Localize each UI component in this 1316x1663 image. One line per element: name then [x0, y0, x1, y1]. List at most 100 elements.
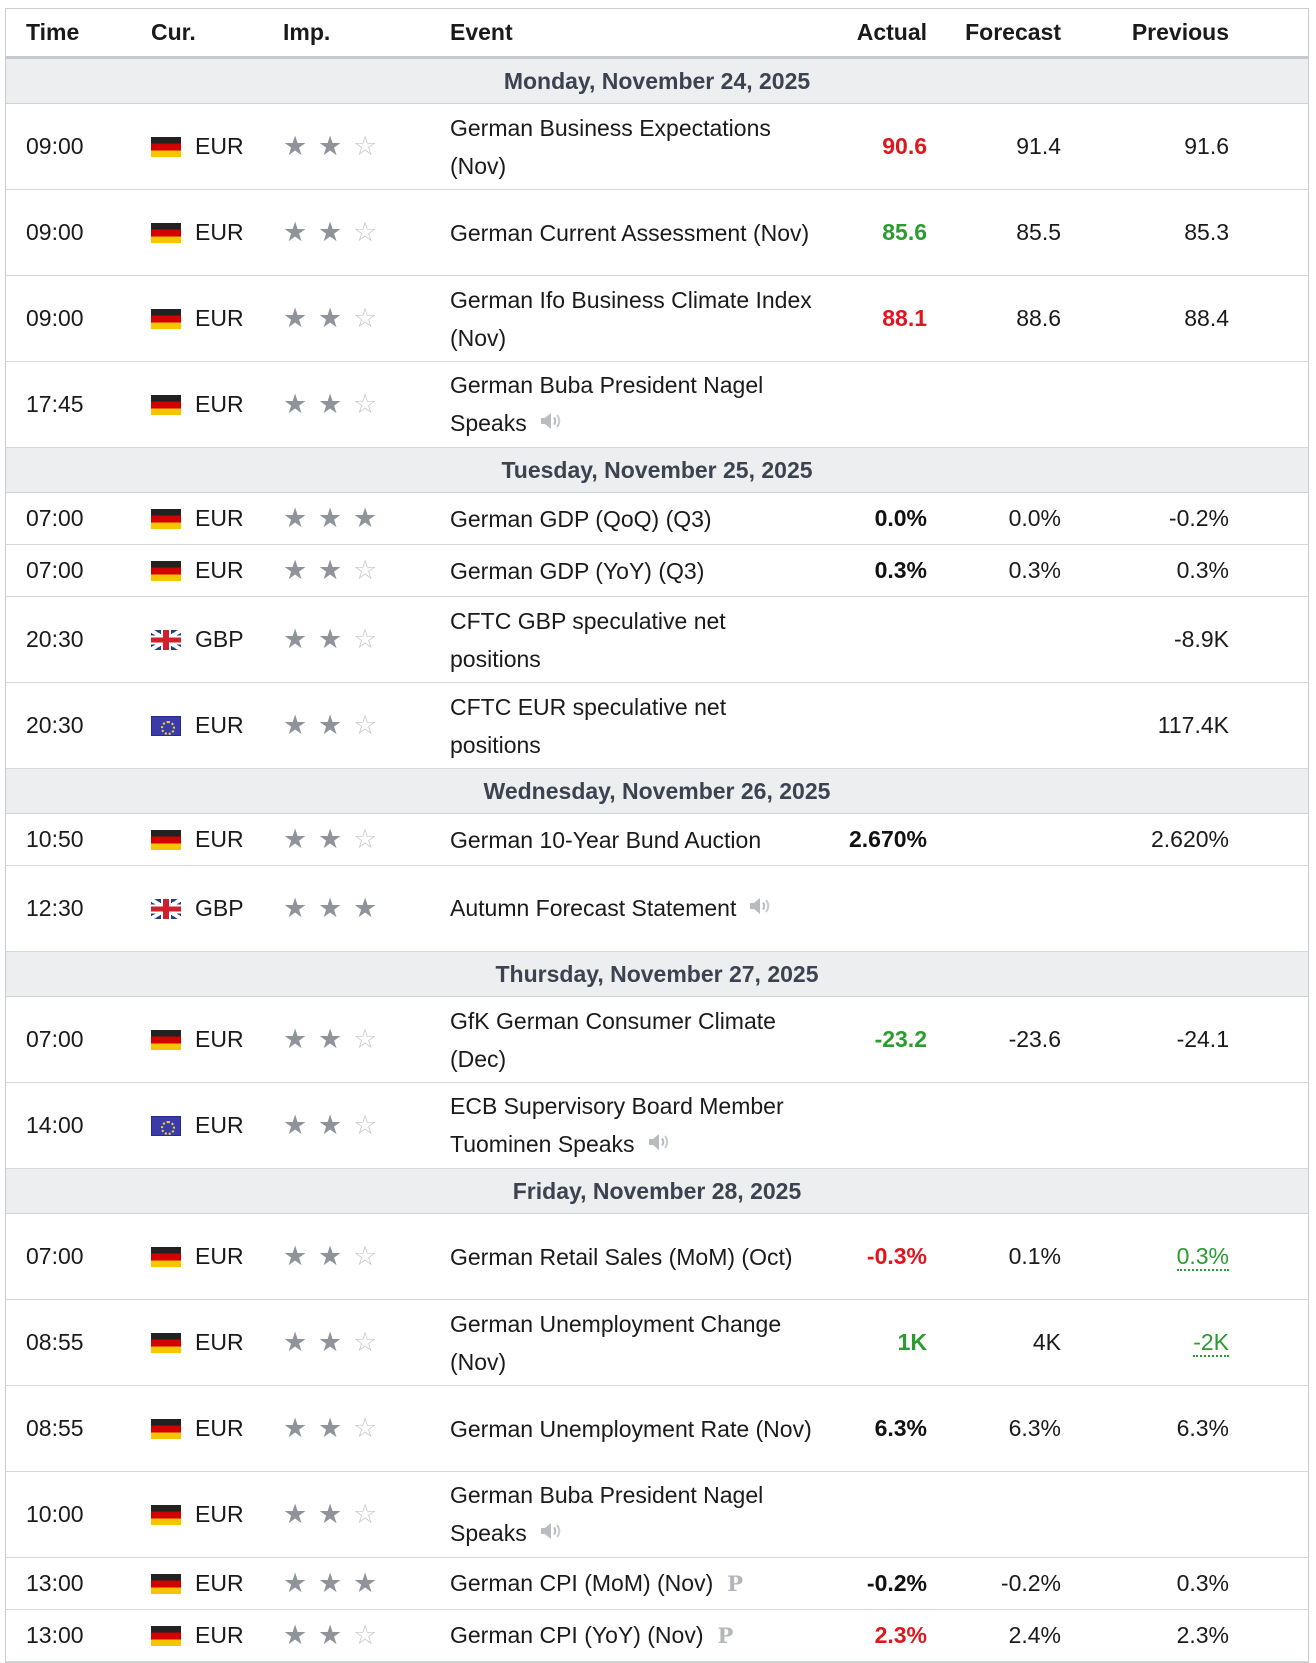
- flag-de-icon: [151, 1625, 181, 1646]
- event-name[interactable]: German CPI (MoM) (Nov): [450, 1570, 714, 1596]
- table-row[interactable]: 07:00 EUR ★ ★ ☆ GfK German Consumer Climate (…: [6, 997, 1308, 1083]
- flag-eu-icon: [151, 715, 181, 736]
- table-row[interactable]: 17:45 EUR ★ ★ ☆ German Buba President Nagel S…: [6, 362, 1308, 448]
- star-filled-icon: ★: [318, 303, 343, 333]
- star-empty-icon: ☆: [353, 1110, 378, 1140]
- table-row[interactable]: 09:00 EUR ★ ★ ☆ German Business Expectations …: [6, 104, 1308, 190]
- col-header-currency[interactable]: Cur.: [151, 19, 196, 45]
- star-filled-icon: ★: [318, 1568, 343, 1598]
- star-empty-icon: ☆: [353, 1024, 378, 1054]
- event-name[interactable]: CFTC EUR speculative net positions: [450, 693, 727, 758]
- table-row[interactable]: 14:00 EUR ★ ★ ☆ ECB Supervisory Board Member …: [6, 1083, 1308, 1169]
- table-row[interactable]: 08:55 EUR ★ ★ ☆ German Unemployment Rate (Nov…: [6, 1386, 1308, 1472]
- event-time: 12:30: [26, 895, 84, 921]
- event-previous: 0.3%: [1061, 1243, 1229, 1271]
- currency-code: EUR: [195, 1570, 244, 1596]
- event-currency: EUR: [138, 391, 270, 418]
- event-name-cell: CFTC GBP speculative net positions: [450, 602, 817, 678]
- star-filled-icon: ★: [318, 824, 343, 854]
- importance-stars: ★ ★ ☆: [270, 1026, 450, 1053]
- event-forecast: -0.2%: [1000, 1570, 1061, 1596]
- event-time: 10:00: [26, 1501, 84, 1527]
- flag-de-icon: [151, 829, 181, 850]
- event-name-cell: German CPI (MoM) (Nov) P: [450, 1564, 817, 1603]
- event-name[interactable]: Autumn Forecast Statement: [450, 894, 737, 921]
- event-forecast: 2.4%: [1008, 1622, 1061, 1648]
- event-currency: EUR: [138, 1329, 270, 1356]
- star-empty-icon: ☆: [353, 389, 378, 419]
- table-row[interactable]: 10:00 EUR ★ ★ ☆ German Buba President Nagel S…: [6, 1472, 1308, 1558]
- event-actual: -23.2: [874, 1026, 927, 1052]
- table-row[interactable]: 07:00 EUR ★ ★ ☆ German GDP (YoY) (Q3) 0.3% 0.3%…: [6, 545, 1308, 597]
- star-filled-icon: ★: [318, 1110, 343, 1140]
- event-name[interactable]: German Buba President Nagel Speaks: [450, 371, 764, 436]
- col-header-previous[interactable]: Previous: [1131, 19, 1229, 45]
- event-name[interactable]: German 10-Year Bund Auction: [450, 826, 762, 853]
- event-actual: 90.6: [882, 133, 927, 159]
- col-header-actual[interactable]: Actual: [856, 19, 927, 45]
- event-name[interactable]: German GDP (YoY) (Q3): [450, 557, 705, 584]
- event-name-cell: German GDP (YoY) (Q3): [450, 552, 817, 590]
- table-row[interactable]: 07:00 EUR ★ ★ ★ German GDP (QoQ) (Q3) 0.0% 0.0%…: [6, 493, 1308, 545]
- event-name[interactable]: German Buba President Nagel Speaks: [450, 1481, 764, 1546]
- star-filled-icon: ★: [283, 555, 308, 585]
- event-actual: -0.3%: [866, 1243, 927, 1269]
- table-row[interactable]: 12:30 GBP ★ ★ ★ Autumn Forecast Statement: [6, 866, 1308, 952]
- event-currency: EUR: [138, 1415, 270, 1442]
- event-actual: 85.6: [882, 219, 927, 245]
- event-name[interactable]: German GDP (QoQ) (Q3): [450, 505, 712, 532]
- event-name[interactable]: German Retail Sales (MoM) (Oct): [450, 1243, 793, 1270]
- table-row[interactable]: 08:55 EUR ★ ★ ☆ German Unemployment Change (N…: [6, 1300, 1308, 1386]
- event-forecast: 85.5: [1016, 219, 1061, 245]
- table-row[interactable]: 09:00 EUR ★ ★ ☆ German Current Assessment (No…: [6, 190, 1308, 276]
- currency-code: EUR: [195, 557, 244, 583]
- event-name[interactable]: ECB Supervisory Board Member Tuominen Sp…: [450, 1092, 784, 1157]
- revised-previous-value[interactable]: 0.3%: [1176, 1243, 1229, 1271]
- col-header-event[interactable]: Event: [450, 19, 513, 45]
- speaker-icon: [539, 1515, 563, 1553]
- event-name[interactable]: German CPI (YoY) (Nov): [450, 1622, 704, 1648]
- event-name[interactable]: CFTC GBP speculative net positions: [450, 607, 726, 672]
- table-row[interactable]: 07:00 EUR ★ ★ ☆ German Retail Sales (MoM) (Oc…: [6, 1214, 1308, 1300]
- event-name[interactable]: German Unemployment Change (Nov): [450, 1310, 782, 1375]
- event-actual: -0.2%: [866, 1570, 927, 1596]
- event-previous: 91.6: [1184, 133, 1229, 159]
- table-row[interactable]: 20:30 EUR ★ ★ ☆ CFTC EUR speculative net posi…: [6, 683, 1308, 769]
- table-row[interactable]: 13:00 EUR ★ ★ ★ German CPI (MoM) (Nov) P -0.2% -…: [6, 1558, 1308, 1610]
- event-currency: EUR: [138, 557, 270, 584]
- table-row[interactable]: 10:50 EUR ★ ★ ☆ German 10-Year Bund Auction 2.…: [6, 814, 1308, 866]
- event-name[interactable]: German Ifo Business Climate Index (Nov): [450, 286, 812, 351]
- star-filled-icon: ★: [318, 1327, 343, 1357]
- importance-stars: ★ ★ ★: [270, 1570, 450, 1597]
- table-row[interactable]: 20:30 GBP ★ ★ ☆ CFTC GBP speculative net posi…: [6, 597, 1308, 683]
- event-name-cell: German Retail Sales (MoM) (Oct): [450, 1238, 817, 1276]
- event-forecast: -23.6: [1008, 1026, 1061, 1052]
- currency-code: EUR: [195, 133, 244, 159]
- event-forecast: 0.1%: [1008, 1243, 1061, 1269]
- col-header-forecast[interactable]: Forecast: [965, 19, 1061, 45]
- event-time: 13:00: [26, 1622, 84, 1648]
- event-currency: EUR: [138, 505, 270, 532]
- event-forecast: 4K: [1032, 1329, 1061, 1355]
- event-time: 08:55: [26, 1415, 84, 1441]
- flag-de-icon: [151, 222, 181, 243]
- event-name[interactable]: GfK German Consumer Climate (Dec): [450, 1007, 776, 1072]
- event-name[interactable]: German Unemployment Rate (Nov): [450, 1415, 812, 1442]
- event-currency: EUR: [138, 1501, 270, 1528]
- star-filled-icon: ★: [283, 303, 308, 333]
- event-name[interactable]: German Current Assessment (Nov): [450, 219, 810, 246]
- event-name[interactable]: German Business Expectations (Nov): [450, 114, 771, 179]
- col-header-importance[interactable]: Imp.: [283, 19, 331, 45]
- col-header-time[interactable]: Time: [26, 19, 80, 45]
- revised-previous-value[interactable]: -2K: [1193, 1329, 1229, 1357]
- star-filled-icon: ★: [283, 503, 308, 533]
- currency-code: EUR: [195, 505, 244, 531]
- star-filled-icon: ★: [283, 1620, 308, 1650]
- day-header: Thursday, November 27, 2025: [6, 952, 1308, 997]
- event-forecast: 91.4: [1016, 133, 1061, 159]
- table-row[interactable]: 09:00 EUR ★ ★ ☆ German Ifo Business Climate I…: [6, 276, 1308, 362]
- star-empty-icon: ☆: [353, 1499, 378, 1529]
- event-previous: 6.3%: [1176, 1415, 1229, 1441]
- star-filled-icon: ★: [283, 1499, 308, 1529]
- star-filled-icon: ★: [283, 1327, 308, 1357]
